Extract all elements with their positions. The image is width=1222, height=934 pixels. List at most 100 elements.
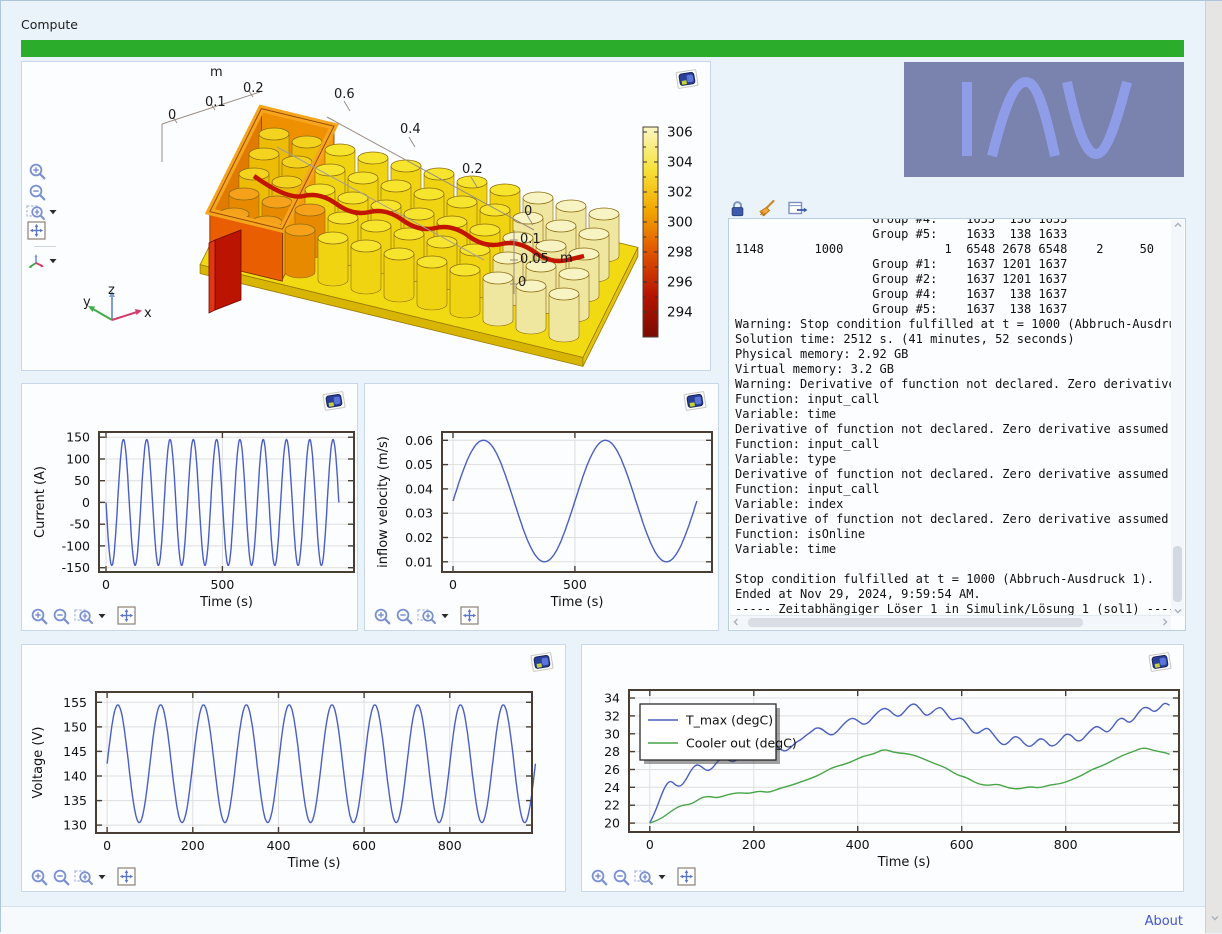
temperature-plot-panel[interactable]: 0 200 400 600 800 34 32 30 28 26 24 22 20 Time (s) T_m…	[581, 644, 1184, 892]
svg-text:30: 30	[604, 726, 620, 741]
svg-text:400: 400	[846, 837, 870, 852]
solver-log[interactable]: Group #4: 1633 138 1633 Group #5: 1633 1…	[728, 218, 1186, 631]
zoom-out-icon[interactable]	[612, 868, 631, 887]
collapse-chevron-icon[interactable]	[1211, 915, 1219, 921]
svg-text:x: x	[144, 306, 152, 321]
svg-text:0.03: 0.03	[405, 506, 433, 521]
plot-toolbar	[590, 867, 697, 887]
lock-icon[interactable]	[730, 200, 745, 217]
zoom-box-dropdown-icon[interactable]	[98, 613, 106, 619]
zoom-box-icon[interactable]	[74, 868, 95, 887]
svg-text:0: 0	[449, 577, 457, 592]
log-vertical-scrollbar[interactable]	[1171, 220, 1184, 616]
log-toolbar	[730, 198, 809, 218]
zoom-extents-icon[interactable]	[117, 867, 137, 887]
svg-text:150: 150	[63, 719, 87, 734]
svg-text:0.05: 0.05	[405, 457, 433, 472]
zoom-box-icon[interactable]	[417, 607, 438, 626]
zoom-box-dropdown-icon[interactable]	[658, 874, 666, 880]
voltage-plot-panel[interactable]: 0 200 400 600 800 155 150 145 140 135 130 Time (s) V…	[21, 644, 566, 892]
svg-text:z: z	[108, 284, 115, 298]
svg-text:0.06: 0.06	[405, 433, 433, 448]
svg-text:24: 24	[604, 780, 620, 795]
zoom-in-icon[interactable]	[30, 607, 49, 626]
scroll-down-icon[interactable]	[1174, 608, 1182, 614]
svg-text:0: 0	[103, 838, 111, 853]
window-edge-scrollbar[interactable]	[1205, 1, 1222, 933]
svg-text:600: 600	[950, 837, 974, 852]
svg-text:0: 0	[102, 577, 110, 592]
svg-text:155: 155	[63, 695, 87, 710]
snapshot-button[interactable]	[674, 68, 700, 91]
svg-text:y: y	[83, 295, 91, 310]
zoom-extents-icon[interactable]	[117, 606, 137, 626]
zoom-in-icon[interactable]	[590, 868, 609, 887]
svg-text:Voltage (V): Voltage (V)	[31, 727, 46, 799]
svg-text:32: 32	[604, 708, 620, 723]
svg-text:302: 302	[667, 185, 693, 201]
log-horizontal-scrollbar[interactable]	[730, 615, 1171, 629]
snapshot-button[interactable]	[529, 651, 555, 674]
svg-text:0: 0	[524, 204, 532, 219]
snapshot-button[interactable]	[682, 390, 708, 413]
zoom-in-icon[interactable]	[30, 868, 49, 887]
snapshot-button[interactable]	[321, 390, 347, 413]
temperature-plot[interactable]: 0 200 400 600 800 34 32 30 28 26 24 22 20 Time (s) T_m…	[582, 645, 1183, 891]
scroll-left-icon[interactable]	[733, 618, 739, 626]
zoom-box-icon[interactable]	[26, 203, 47, 222]
svg-text:0.04: 0.04	[405, 481, 433, 496]
svg-text:0.05: 0.05	[520, 252, 549, 267]
svg-text:Time (s): Time (s)	[199, 595, 253, 610]
svg-text:0: 0	[646, 837, 654, 852]
svg-text:200: 200	[742, 837, 766, 852]
scroll-right-icon[interactable]	[1162, 618, 1168, 626]
svg-text:inflow velocity (m/s): inflow velocity (m/s)	[376, 436, 391, 568]
view-dropdown-icon[interactable]	[49, 258, 57, 264]
zoom-out-icon[interactable]	[395, 607, 414, 626]
vertical-scroll-thumb[interactable]	[1173, 546, 1182, 602]
svg-text:28: 28	[604, 744, 620, 759]
svg-text:50: 50	[74, 473, 90, 488]
zoom-box-dropdown-icon[interactable]	[49, 209, 57, 215]
scroll-up-icon[interactable]	[1174, 222, 1182, 228]
snapshot-button[interactable]	[1147, 651, 1173, 674]
zoom-box-dropdown-icon[interactable]	[441, 613, 449, 619]
zoom-box-dropdown-icon[interactable]	[98, 874, 106, 880]
svg-text:Cooler out (degC): Cooler out (degC)	[686, 736, 797, 751]
zoom-out-icon[interactable]	[52, 607, 71, 626]
zoom-in-icon[interactable]	[373, 607, 392, 626]
zoom-extents-icon[interactable]	[677, 867, 697, 887]
log-text[interactable]: Group #4: 1633 138 1633 Group #5: 1633 1…	[735, 218, 1171, 616]
plot-toolbar	[30, 867, 137, 887]
svg-text:304: 304	[667, 155, 693, 171]
voltage-plot[interactable]: 0 200 400 600 800 155 150 145 140 135 130 Time (s) V…	[22, 645, 565, 891]
inflow-velocity-plot-panel[interactable]: 0 500 0.06 0.05 0.04 0.03 0.02 0.01 Time (s) infl…	[364, 383, 719, 631]
zoom-out-icon[interactable]	[52, 868, 71, 887]
about-link[interactable]: About	[1144, 914, 1183, 929]
zoom-out-icon[interactable]	[28, 183, 47, 202]
compute-progress-bar	[21, 40, 1184, 57]
zoom-extents-icon[interactable]	[27, 221, 47, 241]
svg-text:0.01: 0.01	[405, 554, 433, 569]
zoom-extents-icon[interactable]	[460, 606, 480, 626]
current-plot-panel[interactable]: 0 500 150 100 50 0 -50 -100 -150 Time (s) Current …	[21, 383, 358, 631]
default-3d-view-icon[interactable]	[26, 252, 46, 272]
svg-text:34: 34	[604, 691, 620, 706]
battery-pack-3d-plot[interactable]: m 0.2 0.1 0 0.6 0.4 0.2 0 0.1 0.05 0 m 306 304 302 300 2…	[22, 62, 710, 370]
svg-text:296: 296	[667, 275, 693, 291]
svg-text:22: 22	[604, 798, 620, 813]
inflow-velocity-plot[interactable]: 0 500 0.06 0.05 0.04 0.03 0.02 0.01 Time (s) infl…	[365, 384, 718, 630]
svg-text:140: 140	[63, 769, 87, 784]
zoom-in-icon[interactable]	[28, 162, 47, 181]
zoom-box-icon[interactable]	[634, 868, 655, 887]
open-in-new-window-icon[interactable]	[788, 200, 809, 216]
svg-text:298: 298	[667, 245, 693, 261]
horizontal-scroll-thumb[interactable]	[748, 618, 1083, 627]
svg-text:0: 0	[518, 275, 526, 290]
3d-view-panel[interactable]: m 0.2 0.1 0 0.6 0.4 0.2 0 0.1 0.05 0 m 306 304 302 300 2…	[21, 61, 711, 371]
zoom-box-icon[interactable]	[74, 607, 95, 626]
clear-log-icon[interactable]	[757, 199, 776, 218]
svg-text:0.1: 0.1	[520, 232, 541, 247]
svg-text:135: 135	[63, 793, 87, 808]
